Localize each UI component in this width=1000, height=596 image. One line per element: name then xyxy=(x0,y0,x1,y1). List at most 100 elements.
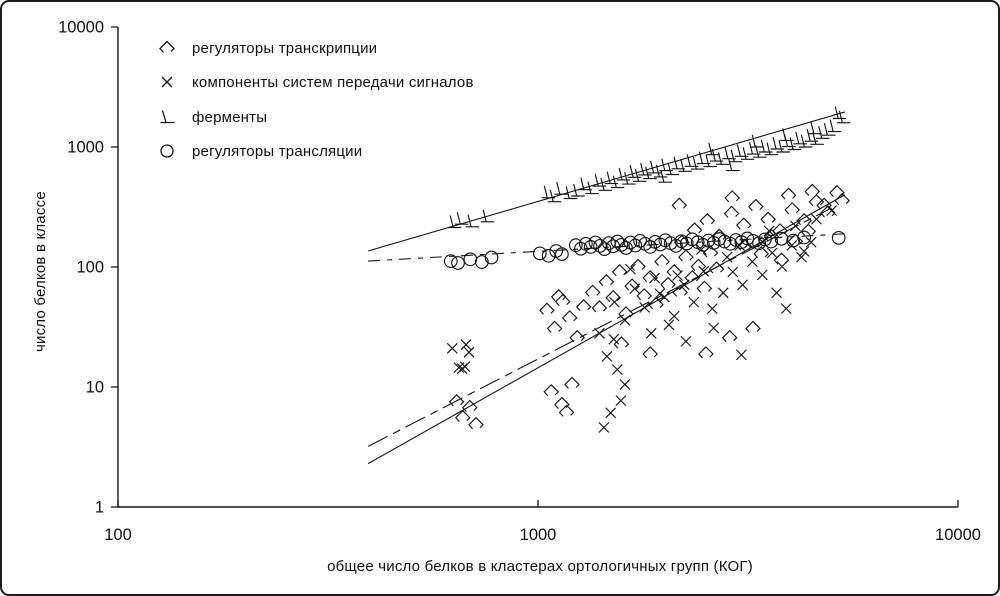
point-open-circle xyxy=(443,254,458,268)
point-open-diamond xyxy=(699,212,716,226)
point-open-diamond xyxy=(561,310,578,323)
point-open-circle xyxy=(555,247,569,262)
point-open-angle xyxy=(810,132,824,145)
point-x-cross xyxy=(459,361,471,373)
point-open-angle xyxy=(703,154,717,168)
point-open-angle xyxy=(808,121,822,135)
point-x-cross xyxy=(708,322,720,334)
point-open-angle xyxy=(706,142,720,156)
point-open-diamond xyxy=(642,346,659,359)
point-open-diamond xyxy=(723,205,740,218)
point-open-circle xyxy=(717,234,732,249)
point-open-angle xyxy=(585,181,599,195)
point-open-diamond xyxy=(672,284,689,297)
point-open-angle xyxy=(684,154,699,167)
point-x-cross xyxy=(608,296,620,308)
y-tick-label: 1 xyxy=(95,499,104,517)
point-open-angle xyxy=(658,170,672,183)
point-open-angle xyxy=(480,209,495,223)
y-tick-label: 1000 xyxy=(67,139,104,157)
point-open-circle xyxy=(451,256,465,270)
point-x-cross xyxy=(826,205,838,217)
point-x-cross xyxy=(658,291,670,303)
point-open-diamond xyxy=(678,249,694,262)
point-x-cross xyxy=(611,364,623,375)
trendline-x-cross xyxy=(367,207,832,447)
point-x-cross xyxy=(789,220,801,232)
point-x-cross xyxy=(717,287,729,299)
point-open-circle xyxy=(643,240,658,254)
point-open-circle xyxy=(797,230,811,245)
point-open-angle xyxy=(821,123,836,136)
point-open-diamond xyxy=(834,192,851,206)
point-open-angle xyxy=(604,171,619,185)
point-x-cross xyxy=(727,266,739,278)
point-open-angle xyxy=(816,126,830,139)
point-open-angle xyxy=(749,134,764,148)
point-open-diamond xyxy=(569,329,586,343)
point-open-diamond xyxy=(748,198,764,211)
point-open-angle xyxy=(678,159,692,172)
point-open-diamond xyxy=(543,383,560,397)
point-open-diamond xyxy=(829,184,845,198)
point-open-diamond xyxy=(636,288,653,301)
point-open-diamond xyxy=(690,258,707,271)
point-x-cross xyxy=(601,350,613,362)
point-open-angle xyxy=(764,142,779,156)
point-open-circle xyxy=(484,250,499,265)
point-open-diamond xyxy=(584,284,601,297)
point-open-circle xyxy=(614,237,629,252)
x-axis-title: общее число белков в кластерах ортологич… xyxy=(327,558,753,575)
point-open-circle xyxy=(758,232,772,247)
point-open-angle xyxy=(722,146,736,160)
point-open-diamond xyxy=(721,329,738,343)
point-x-cross xyxy=(593,327,605,339)
point-x-cross xyxy=(721,251,733,263)
point-open-angle xyxy=(776,139,790,153)
point-open-diamond xyxy=(554,293,571,306)
point-open-diamond xyxy=(554,396,570,409)
point-x-cross xyxy=(698,265,710,277)
point-x-cross xyxy=(649,272,661,284)
point-x-cross xyxy=(756,269,768,281)
point-open-diamond xyxy=(736,217,752,230)
point-open-diamond xyxy=(611,263,628,277)
legend-label: регуляторы транскрипции xyxy=(192,39,378,57)
point-open-diamond xyxy=(671,197,688,210)
point-open-angle xyxy=(454,212,469,225)
point-open-diamond xyxy=(630,258,646,271)
point-open-diamond xyxy=(820,205,836,218)
point-open-circle xyxy=(574,241,588,256)
point-open-angle xyxy=(690,156,705,170)
point-open-circle xyxy=(774,231,789,246)
point-open-diamond xyxy=(800,223,817,236)
point-x-cross xyxy=(619,379,631,390)
point-open-circle xyxy=(628,238,643,253)
point-open-diamond xyxy=(613,336,630,349)
point-x-cross xyxy=(810,213,822,225)
point-x-cross xyxy=(446,342,458,354)
point-open-angle xyxy=(638,162,652,176)
point-x-cross xyxy=(796,251,807,263)
point-open-circle xyxy=(619,241,633,255)
legend-label: ферменты xyxy=(192,108,268,126)
point-open-angle xyxy=(747,141,761,155)
point-open-diamond xyxy=(724,190,741,203)
point-open-diamond xyxy=(642,269,659,283)
point-x-cross xyxy=(672,270,684,281)
point-x-cross xyxy=(680,335,692,347)
point-open-angle xyxy=(740,147,755,160)
point-open-circle xyxy=(593,238,607,253)
point-x-cross xyxy=(663,319,675,331)
point-open-angle xyxy=(653,164,668,178)
point-open-diamond xyxy=(546,320,563,333)
point-open-circle xyxy=(532,246,547,261)
point-open-angle xyxy=(832,106,847,120)
point-open-circle xyxy=(669,238,683,253)
point-open-angle xyxy=(793,131,807,145)
point-open-circle xyxy=(541,248,556,263)
point-open-diamond xyxy=(448,393,465,407)
point-open-angle xyxy=(598,178,612,191)
point-open-angle xyxy=(787,137,802,151)
